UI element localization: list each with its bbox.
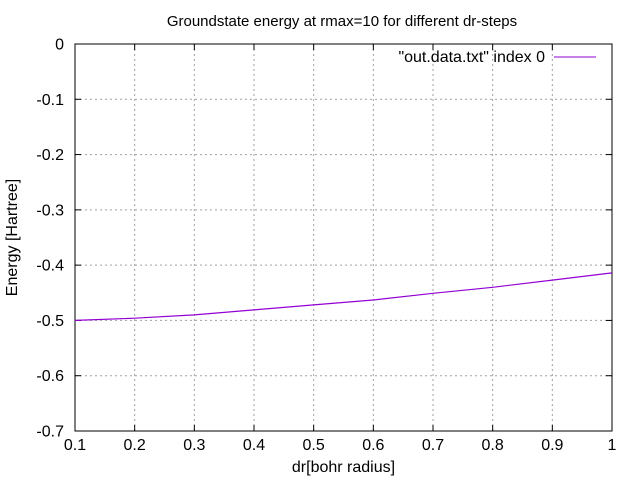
ticks: 0.1 0.2 0.3 0.4 0.5 0.6 0.7 0.8 0.9 1 0 -0.1 -0.2 -0.…: [36, 37, 616, 455]
legend: "out.data.txt" index 0: [398, 49, 596, 66]
x-tick-label: 0.4: [243, 437, 265, 454]
x-tick-label: 0.7: [422, 437, 444, 454]
y-tick-label: -0.4: [36, 258, 64, 275]
x-tick-label: 1: [608, 437, 617, 454]
y-tick-label: 0: [55, 37, 64, 54]
x-tick-label: 0.1: [64, 437, 86, 454]
y-tick-label: -0.1: [36, 92, 64, 109]
chart-title: Groundstate energy at rmax=10 for differ…: [167, 13, 517, 30]
series-line: [74, 272, 613, 321]
x-tick-label: 0.6: [362, 437, 384, 454]
y-tick-label: -0.2: [36, 147, 64, 164]
y-tick-label: -0.7: [36, 424, 64, 441]
x-tick-label: 0.8: [482, 437, 504, 454]
x-tick-label: 0.2: [124, 437, 146, 454]
y-tick-label: -0.6: [36, 368, 64, 385]
y-axis-title: Energy [Hartree]: [4, 179, 21, 296]
legend-label: "out.data.txt" index 0: [398, 49, 545, 66]
series-layer: [74, 272, 613, 321]
grid: [75, 44, 612, 431]
x-axis-title: dr[bohr radius]: [292, 459, 395, 476]
y-tick-label: -0.3: [36, 202, 64, 219]
x-tick-label: 0.9: [541, 437, 563, 454]
x-tick-label: 0.5: [303, 437, 325, 454]
x-tick-label: 0.3: [183, 437, 205, 454]
plot-frame: [74, 43, 613, 432]
y-tick-label: -0.5: [36, 313, 64, 330]
